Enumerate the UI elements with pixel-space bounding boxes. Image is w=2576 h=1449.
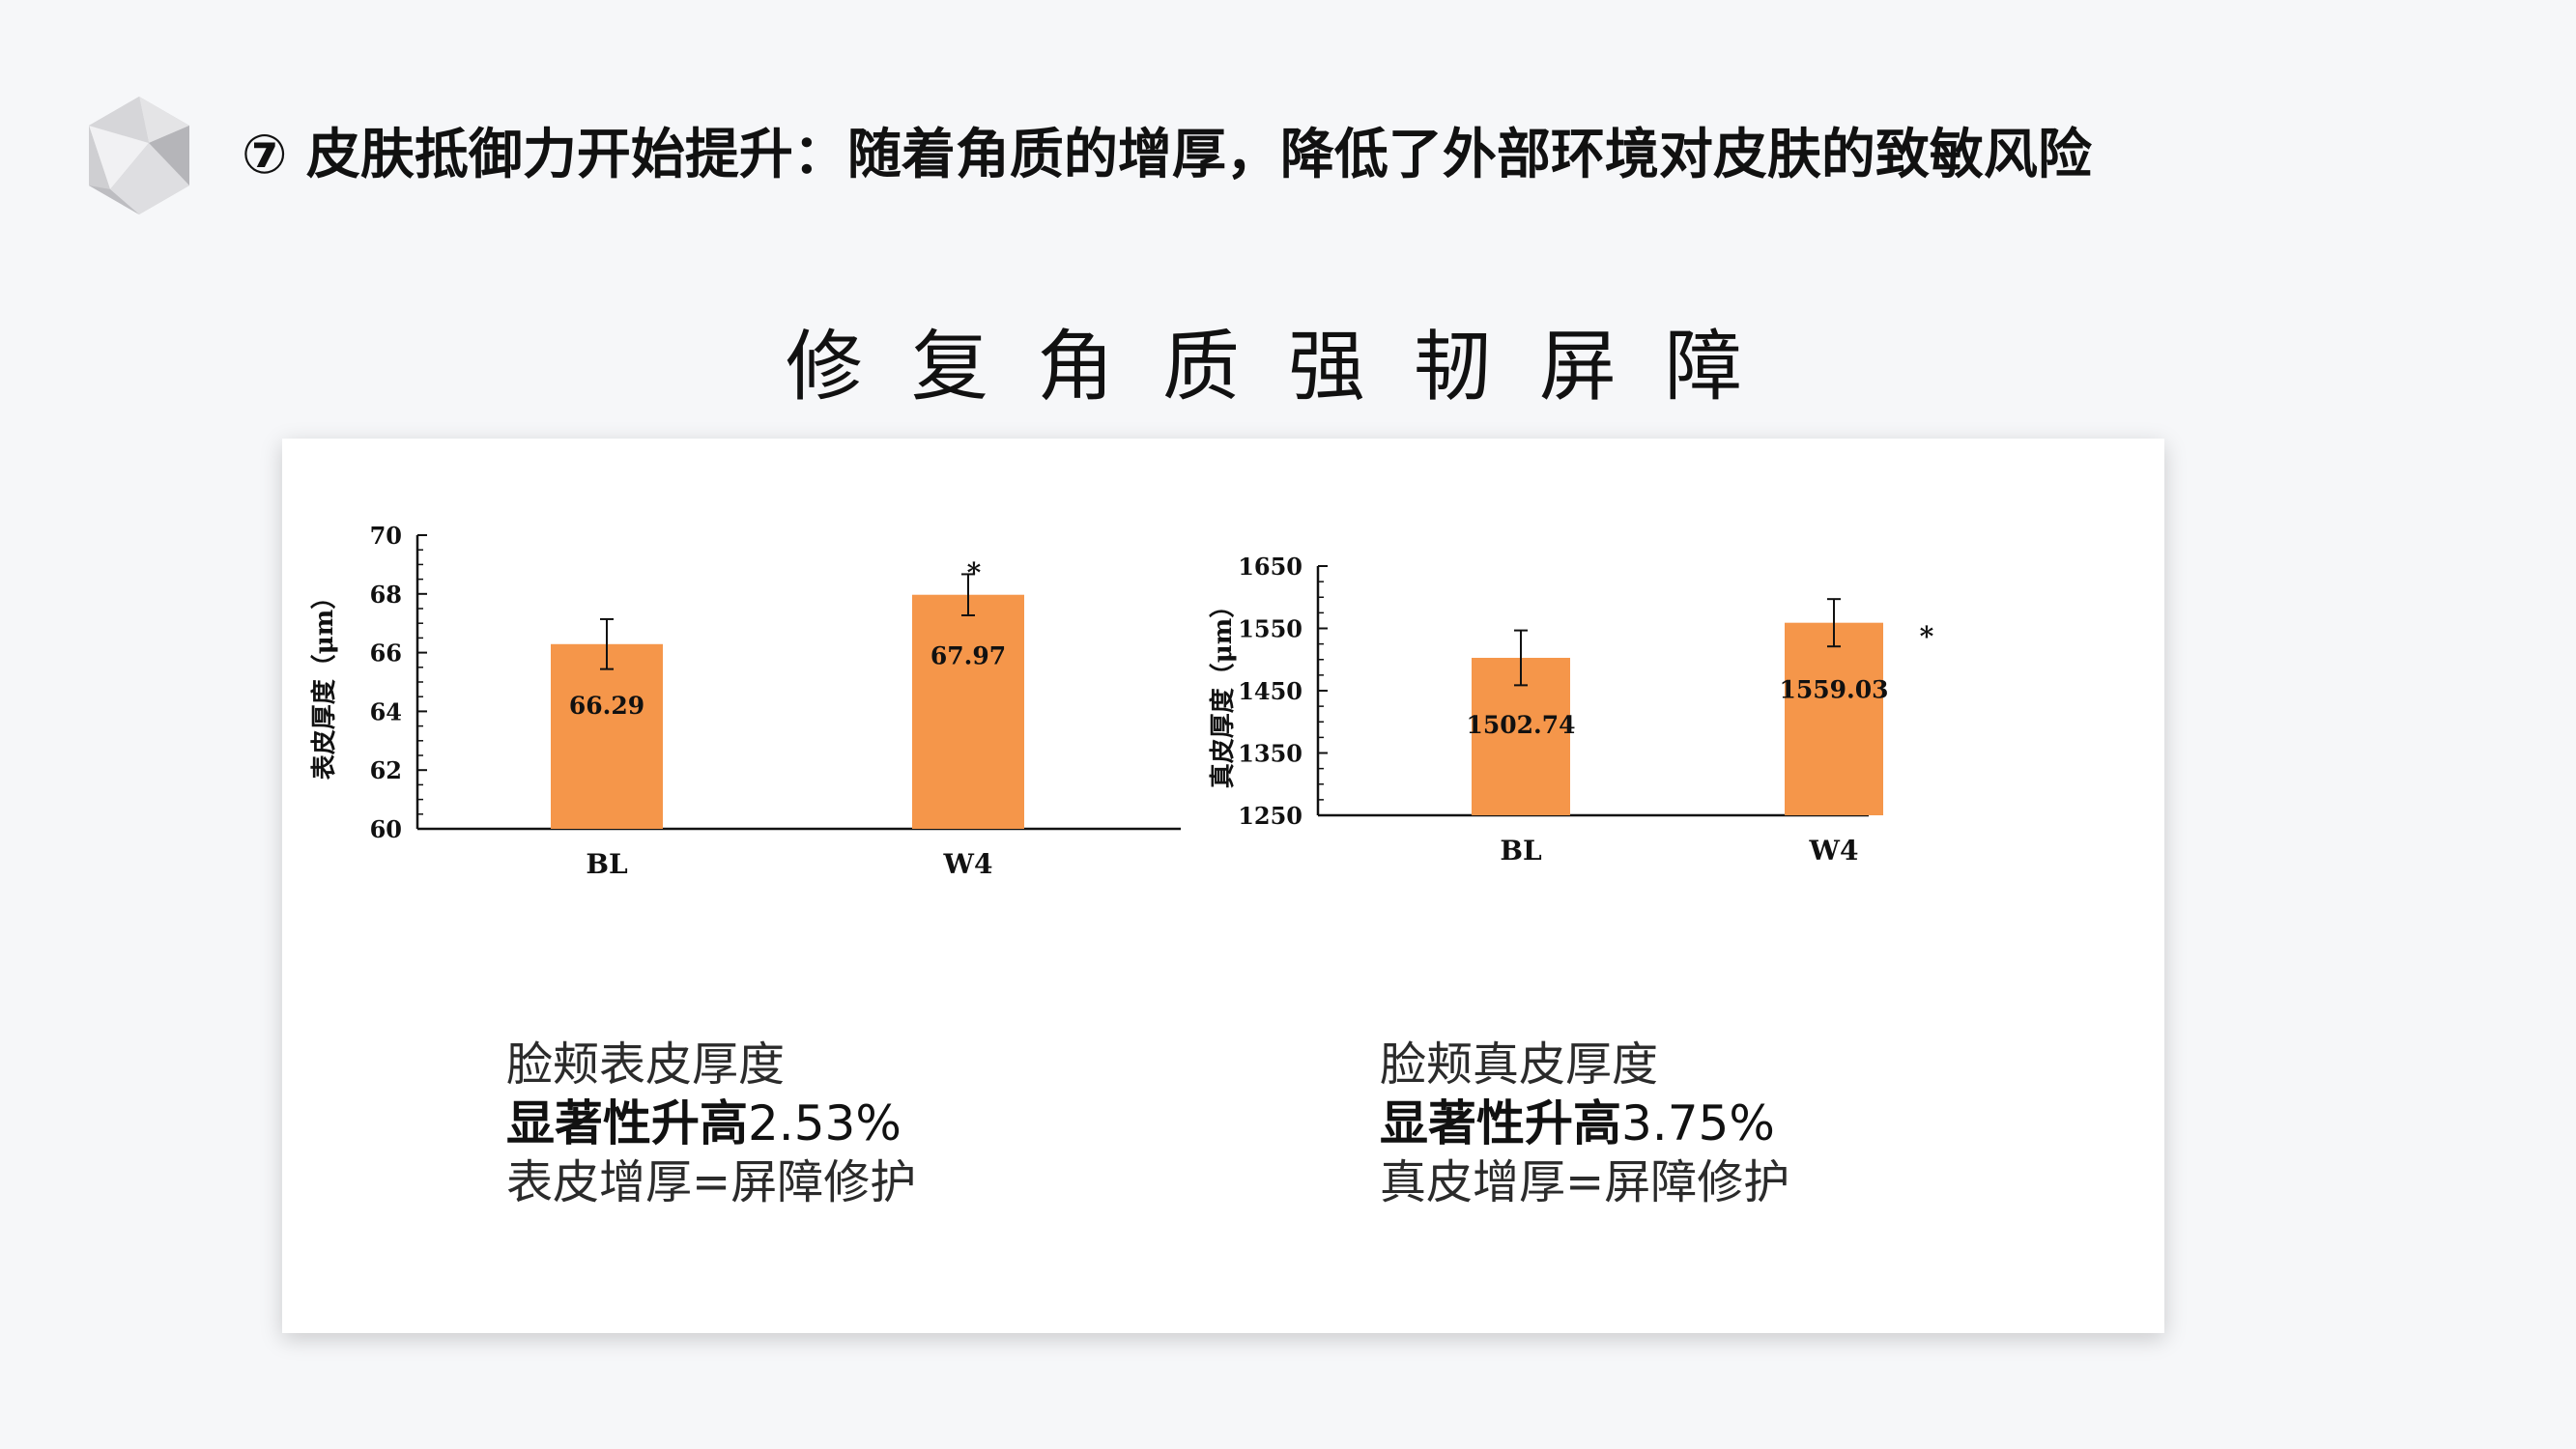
caption-title: 脸颊表皮厚度 bbox=[506, 1037, 786, 1092]
bar-bl bbox=[551, 643, 663, 829]
caption-result: 显著性升高3.75% bbox=[1380, 1094, 1789, 1153]
y-tick-label: 1250 bbox=[1238, 802, 1302, 830]
bar-w4 bbox=[912, 594, 1024, 829]
x-tick-label: BL bbox=[586, 848, 628, 880]
header-title: ⑦ 皮肤抵御力开始提升：随着角质的增厚，降低了外部环境对皮肤的致敏风险 bbox=[242, 124, 2092, 186]
caption-conclusion: 表皮增厚=屏障修护 bbox=[506, 1155, 917, 1209]
y-axis-label: 表皮厚度（μm） bbox=[309, 584, 339, 781]
caption-result-label: 显著性升高 bbox=[506, 1095, 748, 1151]
caption-result-value: 2.53% bbox=[748, 1095, 902, 1151]
caption-result: 显著性升高2.53% bbox=[506, 1094, 916, 1153]
y-tick-label: 1650 bbox=[1238, 553, 1302, 581]
dermis-caption: 脸颊真皮厚度 显著性升高3.75% 真皮增厚=屏障修护 bbox=[1380, 1036, 1789, 1211]
x-tick-label: W4 bbox=[1809, 835, 1859, 867]
caption-conclusion: 真皮增厚=屏障修护 bbox=[1380, 1155, 1790, 1209]
y-axis-label: 真皮厚度（μm） bbox=[1208, 593, 1238, 789]
data-label: 66.29 bbox=[569, 692, 644, 720]
y-tick-label: 1350 bbox=[1238, 740, 1302, 768]
significance-mark: * bbox=[1920, 621, 1934, 653]
y-tick-label: 62 bbox=[370, 756, 402, 784]
caption-title: 脸颊真皮厚度 bbox=[1380, 1037, 1659, 1092]
main-title: 修复角质强韧屏障 bbox=[786, 322, 1790, 412]
y-tick-label: 1550 bbox=[1238, 615, 1302, 643]
x-tick-label: W4 bbox=[943, 848, 993, 880]
epidermis-caption: 脸颊表皮厚度 显著性升高2.53% 表皮增厚=屏障修护 bbox=[506, 1036, 916, 1211]
significance-mark: * bbox=[967, 556, 982, 588]
y-tick-label: 68 bbox=[370, 581, 402, 609]
data-label: 1559.03 bbox=[1779, 676, 1888, 704]
bar-w4 bbox=[1785, 622, 1883, 815]
x-tick-label: BL bbox=[1500, 835, 1542, 867]
y-tick-label: 70 bbox=[370, 522, 402, 550]
chart-card: 60 62 64 66 68 70 表皮厚度（μm） 66.29 BL 67.97 W4 * 1250… bbox=[282, 439, 2164, 1333]
epidermis-thickness-chart: 60 62 64 66 68 70 表皮厚度（μm） 66.29 BL 67.97 W4 * bbox=[309, 522, 1181, 880]
caption-result-value: 3.75% bbox=[1621, 1095, 1775, 1151]
y-tick-label: 64 bbox=[370, 697, 402, 725]
y-tick-label: 1450 bbox=[1238, 677, 1302, 705]
y-tick-label: 60 bbox=[370, 815, 402, 843]
data-label: 1502.74 bbox=[1466, 711, 1575, 739]
caption-result-label: 显著性升高 bbox=[1380, 1095, 1621, 1151]
data-label: 67.97 bbox=[930, 642, 1006, 670]
y-tick-label: 66 bbox=[370, 639, 402, 668]
polyhedron-logo-icon bbox=[89, 97, 189, 214]
